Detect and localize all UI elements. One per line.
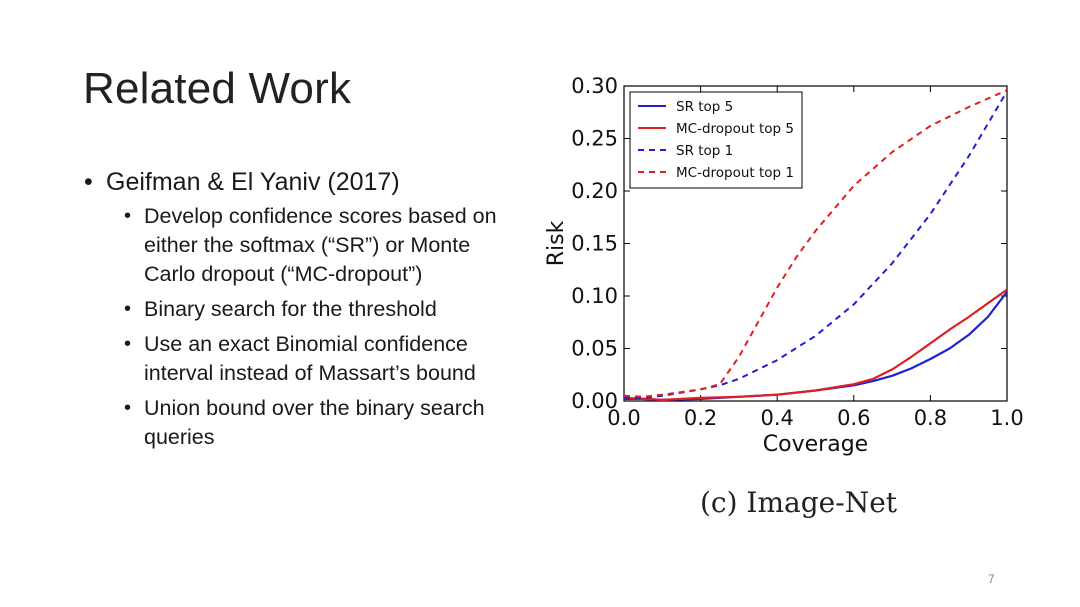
sub-bullet-item: • Use an exact Binomial confidence inter…: [124, 330, 504, 388]
sub-bullet-list: • Develop confidence scores based on eit…: [84, 202, 504, 452]
series-line-sr-top-5: [624, 291, 1007, 401]
y-tick-label: 0.20: [571, 179, 618, 203]
y-axis-label: Risk: [544, 220, 569, 266]
sub-bullet-text: Binary search for the threshold: [144, 297, 437, 321]
series-line-sr-top-1: [624, 90, 1007, 399]
series-line-mc-dropout-top-1: [624, 89, 1007, 398]
legend-label: MC-dropout top 1: [676, 165, 794, 181]
slide-title: Related Work: [83, 64, 352, 113]
legend-label: SR top 1: [676, 143, 733, 159]
sub-bullet-text: Use an exact Binomial confidence interva…: [144, 332, 476, 385]
y-tick-label: 0.25: [571, 127, 618, 151]
sub-bullet-item: • Union bound over the binary search que…: [124, 394, 504, 452]
x-tick-label: 1.0: [990, 406, 1023, 430]
sub-bullet-dot-icon: •: [124, 298, 132, 320]
bullet-dot-icon: •: [84, 168, 93, 196]
sub-bullet-text: Develop confidence scores based on eithe…: [144, 204, 497, 286]
y-tick-label: 0.15: [571, 232, 618, 256]
legend-label: SR top 5: [676, 99, 733, 115]
risk-coverage-chart: 0.0 0.2 0.4 0.6 0.8 1.0 0.00 0.05 0.10 0.15 0.20 0.…: [535, 70, 1045, 470]
figure-caption: (c) Image-Net: [700, 486, 898, 519]
x-tick-label: 0.0: [607, 406, 640, 430]
x-axis-label: Coverage: [763, 432, 868, 457]
bullet-list: • Geifman & El Yaniv (2017) • Develop co…: [84, 166, 504, 458]
x-tick-label: 0.4: [760, 406, 793, 430]
legend-label: MC-dropout top 5: [676, 121, 794, 137]
chart-svg: 0.0 0.2 0.4 0.6 0.8 1.0 0.00 0.05 0.10 0.15 0.20 0.…: [544, 74, 1024, 457]
sub-bullet-dot-icon: •: [124, 205, 132, 227]
series-line-mc-dropout-top-5: [624, 288, 1007, 401]
y-tick-label: 0.30: [571, 74, 618, 98]
sub-bullet-item: • Develop confidence scores based on eit…: [124, 202, 504, 289]
y-tick-label: 0.10: [571, 284, 618, 308]
bullet-item: • Geifman & El Yaniv (2017): [84, 166, 504, 198]
y-tick-label: 0.00: [571, 389, 618, 413]
x-tick-label: 0.8: [914, 406, 947, 430]
sub-bullet-dot-icon: •: [124, 397, 132, 419]
y-tick-label: 0.05: [571, 337, 618, 361]
x-tick-label: 0.6: [837, 406, 870, 430]
sub-bullet-dot-icon: •: [124, 333, 132, 355]
page-number: 7: [988, 572, 995, 586]
bullet-text: Geifman & El Yaniv (2017): [106, 168, 400, 196]
sub-bullet-item: • Binary search for the threshold: [124, 295, 504, 324]
x-tick-label: 0.2: [684, 406, 717, 430]
legend-box: [629, 91, 803, 189]
sub-bullet-text: Union bound over the binary search queri…: [144, 396, 485, 449]
